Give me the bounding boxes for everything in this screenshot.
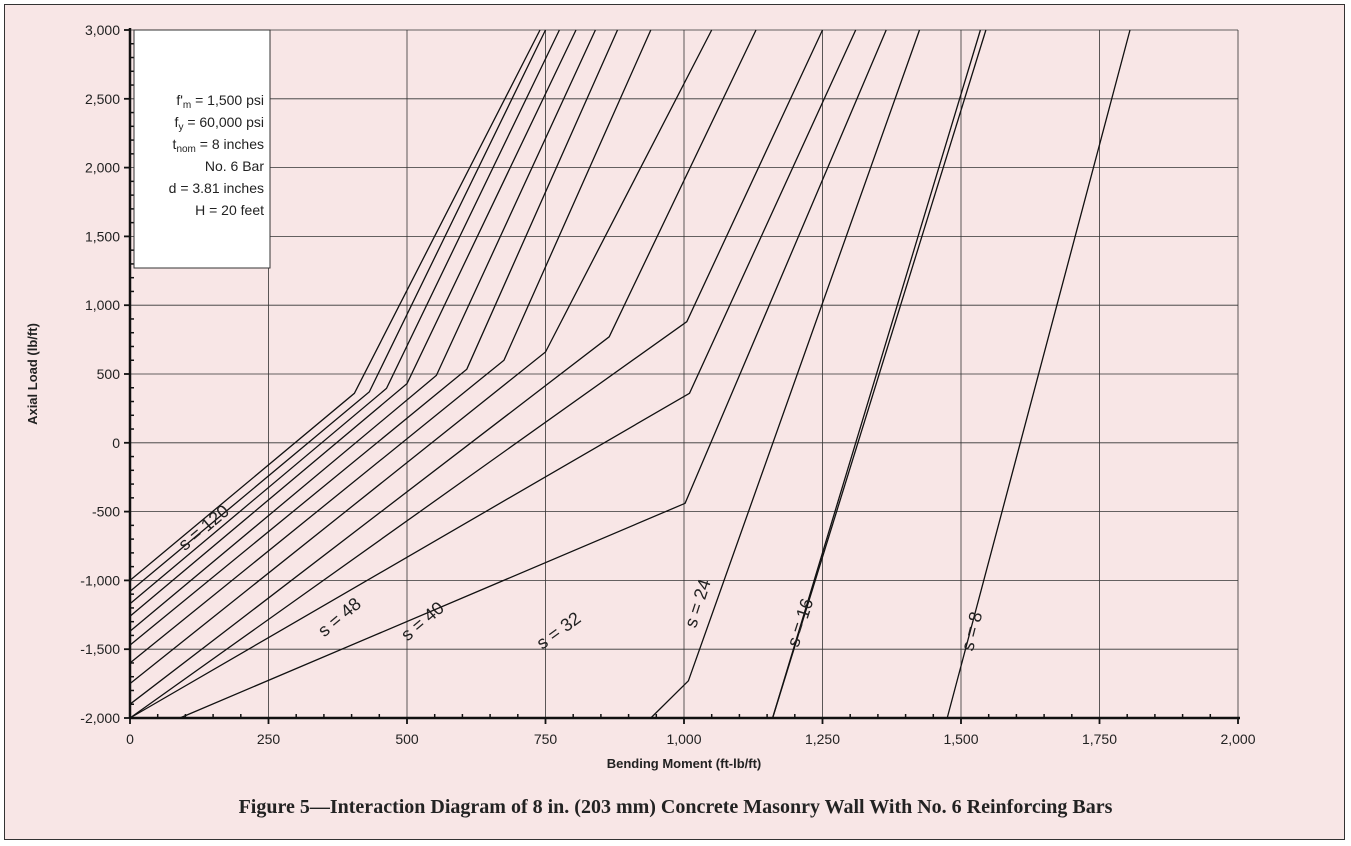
y-tick-label: -500 — [92, 504, 120, 520]
y-tick-label: -2,000 — [80, 710, 120, 726]
figure-frame: 0 250 500 750 1,000 1,250 1,500 1,750 2,000 -2,00… — [4, 4, 1345, 840]
series-line-12 — [179, 29, 887, 719]
series-label: s = 16 — [783, 596, 817, 649]
x-tick-label: 2,000 — [1220, 731, 1255, 747]
series-label: s = 120 — [174, 501, 232, 555]
series-line-6 — [129, 29, 619, 646]
legend-rect — [133, 29, 271, 269]
series-line-9 — [129, 29, 757, 705]
axes — [124, 28, 1240, 724]
y-tick-label: 3,000 — [85, 22, 120, 38]
x-tick-label: 1,500 — [943, 731, 978, 747]
y-tick-label: 1,500 — [85, 228, 120, 244]
legend-line: fy = 60,000 psi — [175, 114, 264, 133]
y-tick-label: 500 — [97, 366, 121, 382]
series-label: s = 8 — [957, 610, 986, 653]
y-tick-label: 2,000 — [85, 160, 120, 176]
legend-line: d = 3.81 inches — [169, 180, 264, 196]
series-label: s = 40 — [397, 598, 448, 645]
x-tick-label: 1,000 — [666, 731, 701, 747]
series-line-13 — [650, 29, 921, 719]
y-tick-label: 0 — [112, 435, 120, 451]
legend-box: f'm = 1,500 psi fy = 60,000 psi tnom = 8 i… — [133, 29, 271, 269]
series-line-8 — [129, 29, 713, 685]
x-tick-label: 500 — [395, 731, 419, 747]
y-tick-label: 2,500 — [85, 91, 120, 107]
series-label: s = 32 — [533, 608, 585, 653]
series-line-3 — [129, 29, 560, 605]
series-line-5 — [129, 29, 596, 632]
series-line-10 — [129, 29, 824, 719]
y-tick-label: -1,500 — [80, 641, 120, 657]
series-line-14 — [771, 29, 982, 719]
legend-line: f'm = 1,500 psi — [176, 92, 264, 111]
x-tick-label: 1,750 — [1082, 731, 1117, 747]
interaction-chart: 0 250 500 750 1,000 1,250 1,500 1,750 2,000 -2,00… — [25, 22, 1256, 771]
x-tick-label: 750 — [534, 731, 558, 747]
x-axis-title: Bending Moment (ft-lb/ft) — [607, 756, 762, 771]
y-tick-label: -1,000 — [80, 572, 120, 588]
legend-line: No. 6 Bar — [205, 158, 264, 174]
series-line-16 — [946, 29, 1131, 719]
series-line-2 — [129, 29, 547, 592]
series-line-4 — [129, 29, 577, 617]
y-tick-label: 1,000 — [85, 297, 120, 313]
legend-line: tnom = 8 inches — [173, 136, 264, 155]
series-line-11 — [129, 29, 857, 719]
x-tick-label: 1,250 — [805, 731, 840, 747]
series-label: s = 48 — [314, 593, 365, 640]
x-tick-label: 0 — [126, 731, 134, 747]
series-line-15 — [771, 29, 987, 719]
figure-caption: Figure 5—Interaction Diagram of 8 in. (2… — [238, 796, 1113, 818]
tick-labels: 0 250 500 750 1,000 1,250 1,500 1,750 2,000 -2,00… — [80, 22, 1255, 747]
y-axis-title: Axial Load (lb/ft) — [25, 323, 40, 425]
x-tick-label: 250 — [257, 731, 281, 747]
legend-line: H = 20 feet — [195, 202, 264, 218]
grid-lines — [130, 29, 1239, 718]
series-line-7 — [129, 29, 652, 664]
series-lines — [129, 29, 1131, 719]
series-line-1 — [129, 29, 541, 581]
